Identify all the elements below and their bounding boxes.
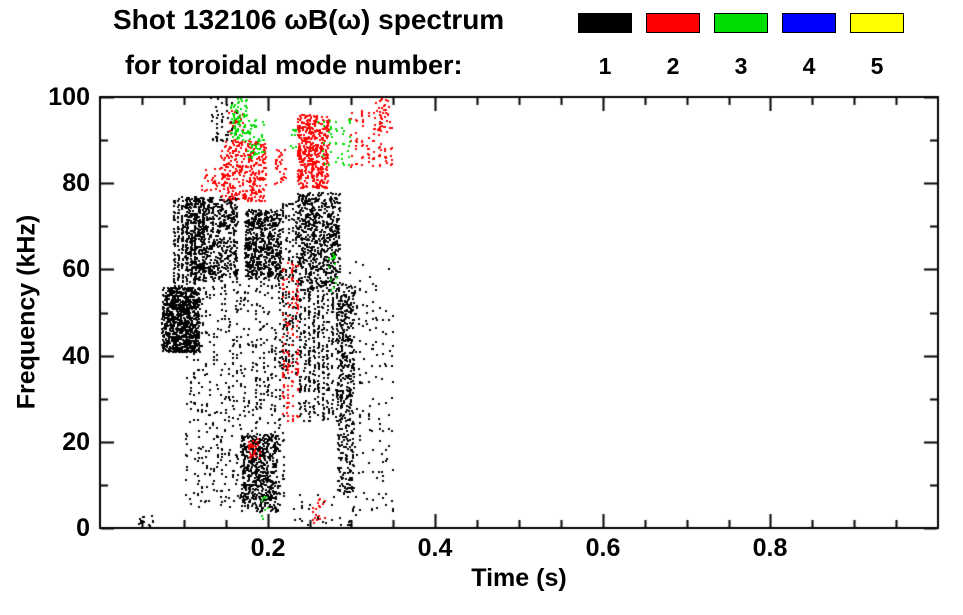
x-axis-label: Time (s)	[471, 564, 567, 592]
legend-label-mode-1: 1	[598, 53, 612, 79]
x-tick-label-0.2: 0.2	[250, 534, 286, 562]
legend	[578, 13, 904, 33]
legend-swatch-mode-3	[714, 13, 768, 33]
y-axis-label: Frequency (kHz)	[12, 214, 41, 410]
legend-swatch-mode-4	[782, 13, 836, 33]
x-tick-label-0.8: 0.8	[752, 534, 788, 562]
legend-label-mode-3: 3	[734, 53, 748, 79]
legend-swatch-mode-2	[646, 13, 700, 33]
legend-swatch-mode-5	[850, 13, 904, 33]
legend-mode-numbers: 1 2 3 4 5	[578, 53, 904, 80]
chart-subtitle: for toroidal mode number:	[125, 50, 463, 80]
chart-title: Shot 132106 ωB(ω) spectrum	[113, 4, 505, 35]
y-tick-label-100: 100	[48, 83, 90, 111]
y-tick-label-80: 80	[62, 169, 90, 197]
legend-label-mode-4: 4	[802, 53, 816, 79]
x-tick-label-0.4: 0.4	[417, 534, 453, 562]
y-tick-label-60: 60	[62, 255, 90, 283]
y-tick-label-20: 20	[62, 428, 90, 456]
legend-swatch-mode-1	[578, 13, 632, 33]
legend-label-mode-2: 2	[666, 53, 680, 79]
x-tick-label-0.6: 0.6	[585, 534, 621, 562]
y-tick-label-40: 40	[62, 342, 90, 370]
legend-label-mode-5: 5	[870, 53, 884, 79]
y-tick-label-0: 0	[76, 514, 90, 542]
